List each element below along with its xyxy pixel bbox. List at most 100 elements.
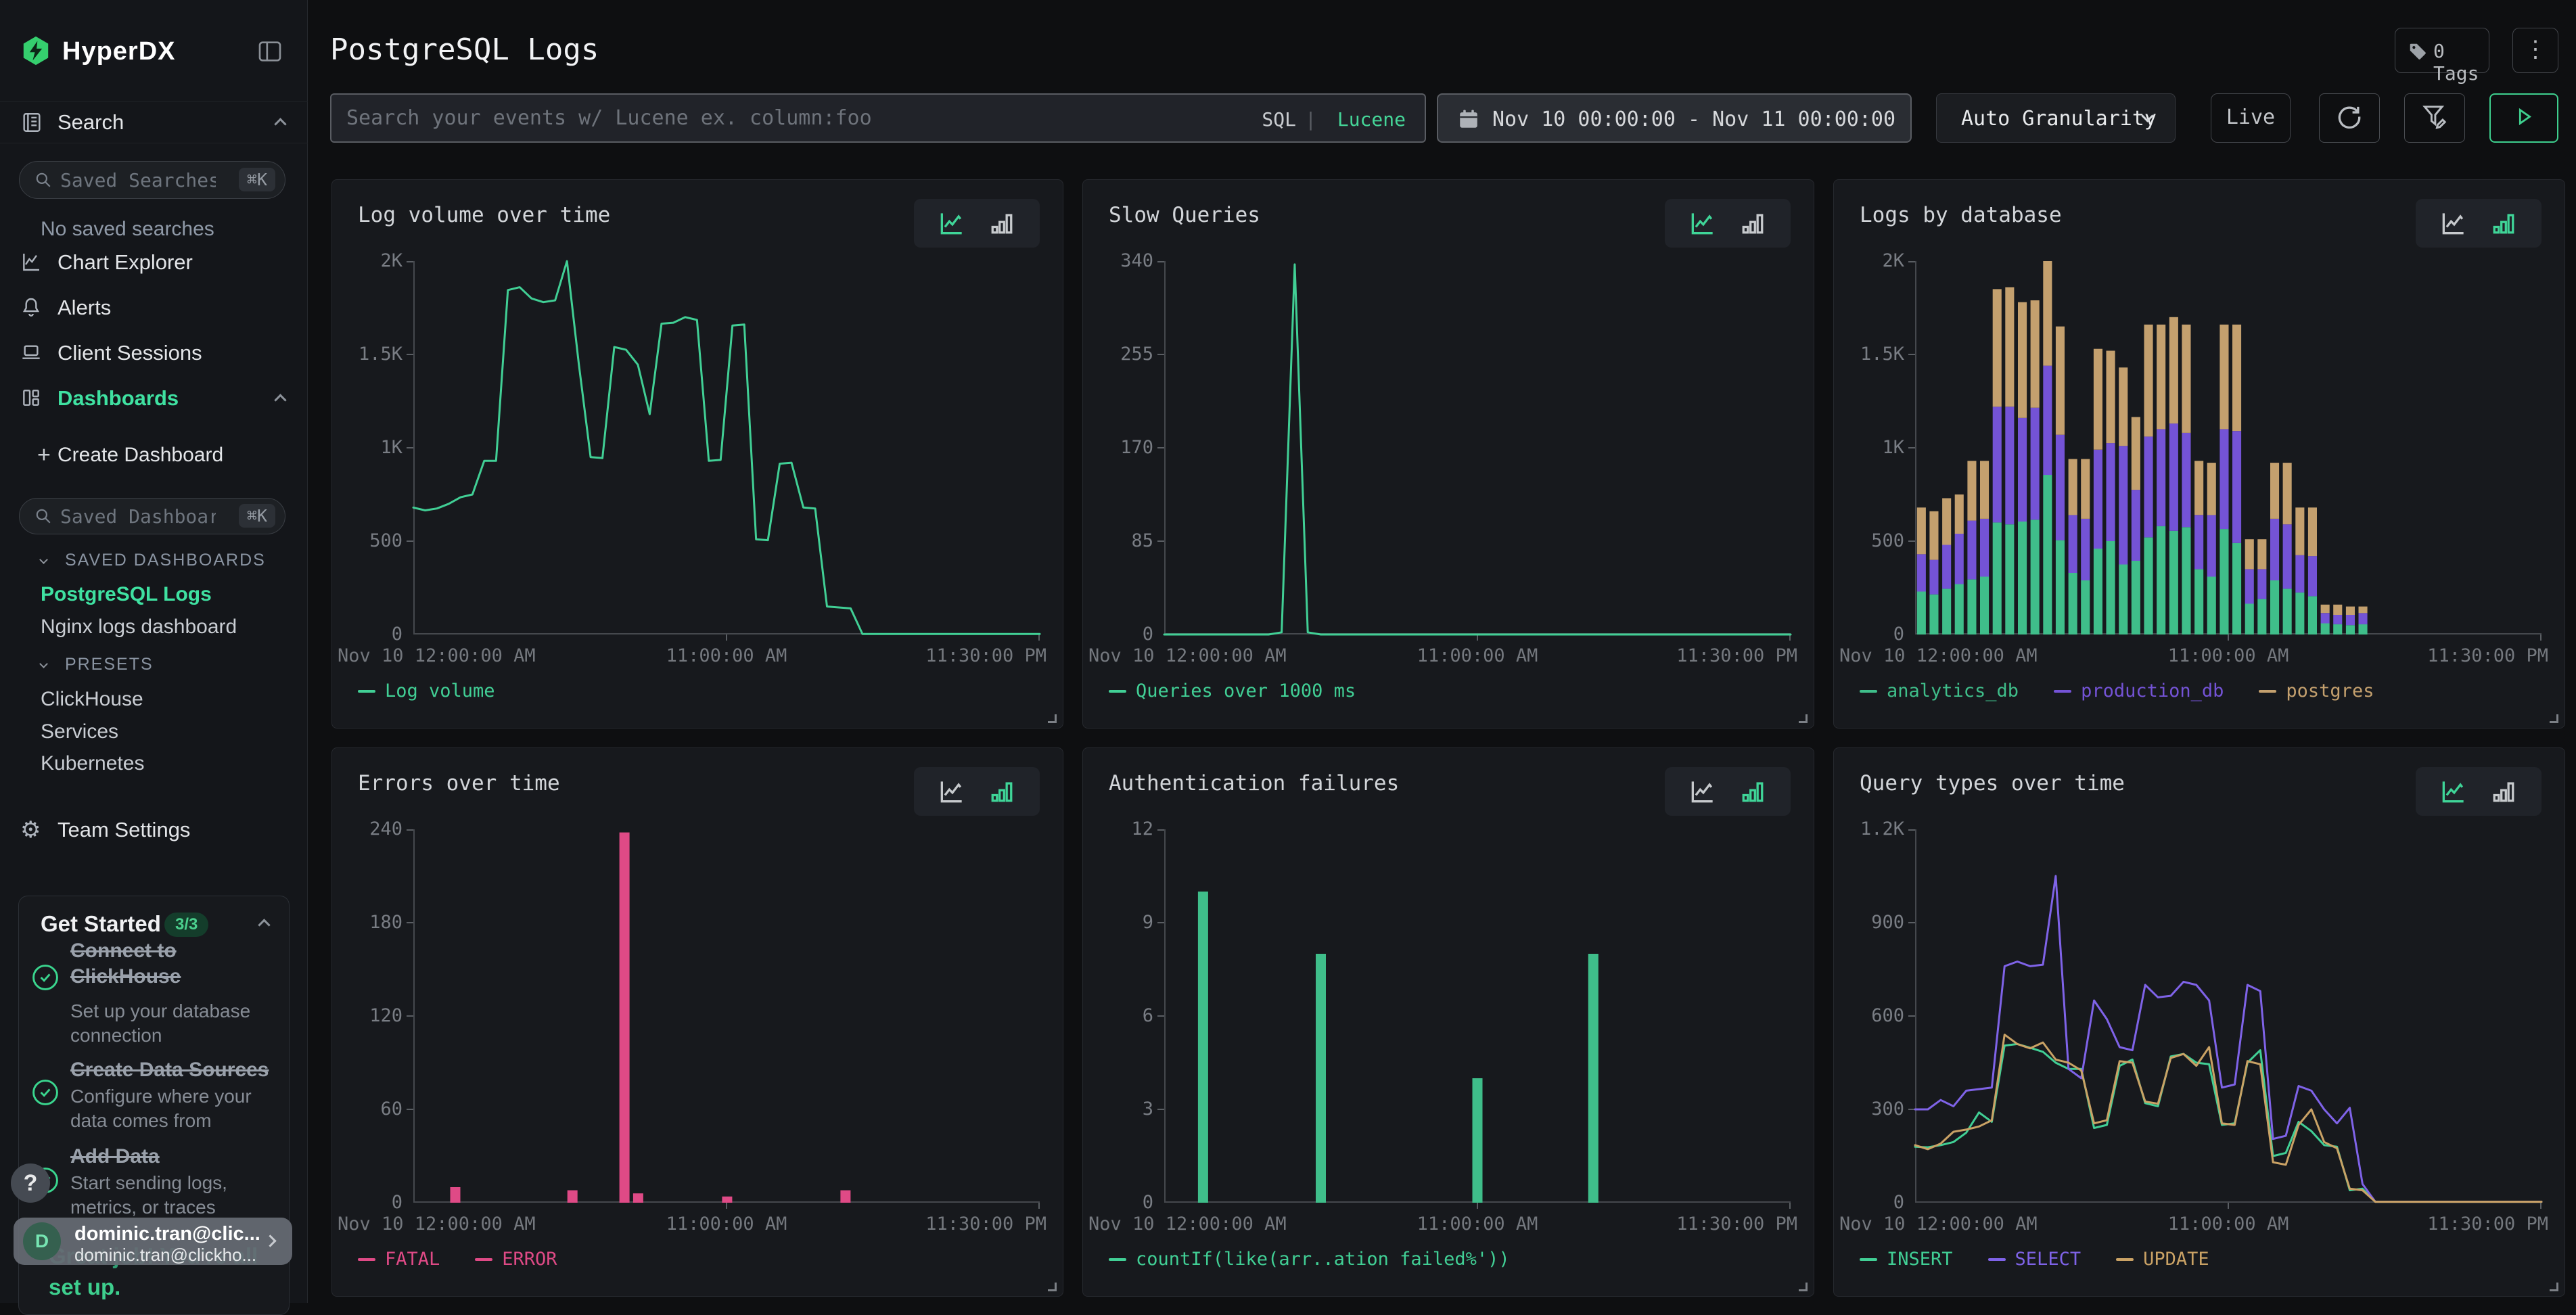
bar-view-button[interactable] bbox=[1738, 777, 1768, 806]
no-saved-searches: No saved searches bbox=[41, 218, 214, 240]
section-saved-dashboards[interactable]: SAVED DASHBOARDS bbox=[39, 551, 266, 570]
bar-view-button[interactable] bbox=[987, 208, 1017, 238]
x-axis-label: 11:00:00 AM bbox=[1417, 645, 1538, 666]
x-axis-label: 11:00:00 AM bbox=[666, 1214, 787, 1235]
saved-dashboards-field[interactable] bbox=[60, 499, 216, 534]
panel-resize-handle[interactable] bbox=[1799, 1283, 1808, 1291]
get-started-item-desc: Configure where your data comes from bbox=[70, 1086, 252, 1132]
tags-button[interactable]: 0 Tags bbox=[2395, 28, 2489, 85]
legend-item[interactable]: postgres bbox=[2259, 680, 2374, 701]
x-axis-label: 11:00:00 AM bbox=[2167, 1214, 2289, 1235]
dashboard-link-nginx[interactable]: Nginx logs dashboard bbox=[41, 616, 237, 638]
chart-plot bbox=[1908, 829, 2543, 1209]
sidebar-item-chart-explorer[interactable]: Chart Explorer bbox=[0, 241, 308, 283]
chevron-down-icon bbox=[39, 555, 48, 564]
legend-item[interactable]: Log volume bbox=[358, 680, 495, 701]
user-account-button[interactable]: D dominic.tran@clic... dominic.tran@clic… bbox=[14, 1218, 292, 1265]
saved-searches-input[interactable]: ⌘K bbox=[19, 161, 285, 199]
filter-button[interactable] bbox=[2404, 93, 2465, 143]
legend-dash bbox=[358, 1258, 375, 1261]
event-search-input[interactable] bbox=[346, 95, 1246, 141]
panel-title: Query types over time bbox=[1860, 771, 2125, 795]
legend-dash bbox=[358, 689, 375, 693]
sidebar-item-team-settings[interactable]: ⚙ Team Settings bbox=[0, 809, 308, 851]
bar-view-button[interactable] bbox=[2489, 777, 2518, 806]
legend-dash bbox=[2054, 689, 2072, 693]
saved-dashboards-input[interactable]: ⌘K bbox=[19, 498, 285, 534]
y-axis-label: 600 bbox=[1871, 1005, 1904, 1026]
legend-item[interactable]: Queries over 1000 ms bbox=[1109, 680, 1356, 701]
live-button[interactable]: Live bbox=[2211, 93, 2291, 143]
preset-clickhouse[interactable]: ClickHouse bbox=[41, 688, 143, 710]
y-axis-label: 1.5K bbox=[358, 344, 402, 365]
chevron-up-icon bbox=[274, 394, 287, 407]
legend-item[interactable]: analytics_db bbox=[1860, 680, 2019, 701]
get-started-item-title[interactable]: Create Data Sources bbox=[70, 1059, 269, 1081]
chart-panel: Errors over time 0 60 120 180 240 Nov 10 12:00… bbox=[331, 747, 1063, 1297]
line-view-button[interactable] bbox=[937, 208, 967, 238]
line-view-button[interactable] bbox=[1688, 208, 1718, 238]
panel-resize-handle[interactable] bbox=[1799, 714, 1808, 723]
sql-mode-toggle[interactable]: SQL bbox=[1262, 108, 1296, 131]
legend-item[interactable]: UPDATE bbox=[2116, 1249, 2209, 1270]
get-started-item-title[interactable]: Add Data bbox=[70, 1145, 160, 1168]
dashboard-link-postgresql-logs[interactable]: PostgreSQL Logs bbox=[41, 583, 212, 605]
legend-item[interactable]: ERROR bbox=[475, 1249, 557, 1270]
legend-item[interactable]: SELECT bbox=[1987, 1249, 2081, 1270]
user-email: dominic.tran@clickho... bbox=[74, 1245, 257, 1265]
sidebar-item-alerts[interactable]: Alerts bbox=[0, 287, 308, 329]
panel-title: Logs by database bbox=[1860, 203, 2062, 227]
line-view-button[interactable] bbox=[2439, 208, 2468, 238]
legend-item[interactable]: production_db bbox=[2054, 680, 2224, 701]
x-axis-label: 11:30:00 PM bbox=[2427, 645, 2548, 666]
line-view-button[interactable] bbox=[2439, 777, 2468, 806]
granularity-dropdown[interactable]: Auto Granularity bbox=[1936, 93, 2176, 143]
user-name: dominic.tran@clic... bbox=[74, 1223, 260, 1245]
chart-plot bbox=[1157, 829, 1791, 1209]
get-started-item-desc: Set up your database connection bbox=[70, 1000, 251, 1046]
check-circle-icon bbox=[30, 1078, 60, 1107]
sidebar-item-dashboards[interactable]: Dashboards bbox=[0, 377, 308, 419]
legend-item[interactable]: FATAL bbox=[358, 1249, 440, 1270]
chevron-up-icon[interactable] bbox=[258, 919, 271, 931]
line-view-button[interactable] bbox=[1688, 777, 1718, 806]
legend-label: INSERT bbox=[1887, 1249, 1953, 1270]
refresh-button[interactable] bbox=[2319, 93, 2380, 143]
legend-dash bbox=[2259, 689, 2277, 693]
sidebar-item-search[interactable]: Search bbox=[0, 102, 308, 143]
laptop-icon bbox=[20, 342, 43, 365]
run-query-button[interactable] bbox=[2489, 93, 2558, 143]
saved-searches-field[interactable] bbox=[60, 162, 216, 198]
y-axis-label: 0 bbox=[391, 1192, 402, 1213]
panel-resize-handle[interactable] bbox=[2550, 714, 2558, 723]
y-axis-label: 0 bbox=[391, 624, 402, 645]
panel-resize-handle[interactable] bbox=[1048, 1283, 1057, 1291]
time-range-picker[interactable]: Nov 10 00:00:00 - Nov 11 00:00:00 bbox=[1437, 93, 1912, 143]
mode-divider: | bbox=[1305, 108, 1316, 131]
sidebar-item-label: Chart Explorer bbox=[58, 250, 193, 274]
panel-resize-handle[interactable] bbox=[2550, 1283, 2558, 1291]
bar-view-button[interactable] bbox=[2489, 208, 2518, 238]
panel-resize-handle[interactable] bbox=[1048, 714, 1057, 723]
help-button[interactable]: ? bbox=[11, 1163, 50, 1203]
bar-view-button[interactable] bbox=[987, 777, 1017, 806]
more-options-button[interactable]: ⋮ bbox=[2512, 28, 2558, 73]
chart-legend: countIf(like(arr..ation failed%')) bbox=[1109, 1249, 1510, 1270]
section-presets[interactable]: PRESETS bbox=[39, 655, 154, 674]
collapse-sidebar-icon[interactable] bbox=[256, 38, 283, 65]
legend-dash bbox=[1860, 1258, 1877, 1261]
line-view-button[interactable] bbox=[937, 777, 967, 806]
y-axis-label: 60 bbox=[380, 1099, 402, 1120]
dashboards-grid-icon bbox=[20, 387, 43, 410]
bar-view-button[interactable] bbox=[1738, 208, 1768, 238]
create-dashboard-button[interactable]: + Create Dashboard bbox=[0, 434, 308, 476]
sidebar-item-client-sessions[interactable]: Client Sessions bbox=[0, 332, 308, 374]
chart-panel: Query types over time 0 300 600 900 1.2K Nov 1… bbox=[1833, 747, 2565, 1297]
legend-item[interactable]: INSERT bbox=[1860, 1249, 1953, 1270]
preset-kubernetes[interactable]: Kubernetes bbox=[41, 752, 145, 775]
get-started-item-title[interactable]: Connect to ClickHouse bbox=[70, 940, 181, 988]
y-axis-label: 0 bbox=[1893, 1192, 1904, 1213]
lucene-mode-toggle[interactable]: Lucene bbox=[1337, 108, 1406, 131]
legend-item[interactable]: countIf(like(arr..ation failed%')) bbox=[1109, 1249, 1510, 1270]
preset-services[interactable]: Services bbox=[41, 720, 119, 743]
